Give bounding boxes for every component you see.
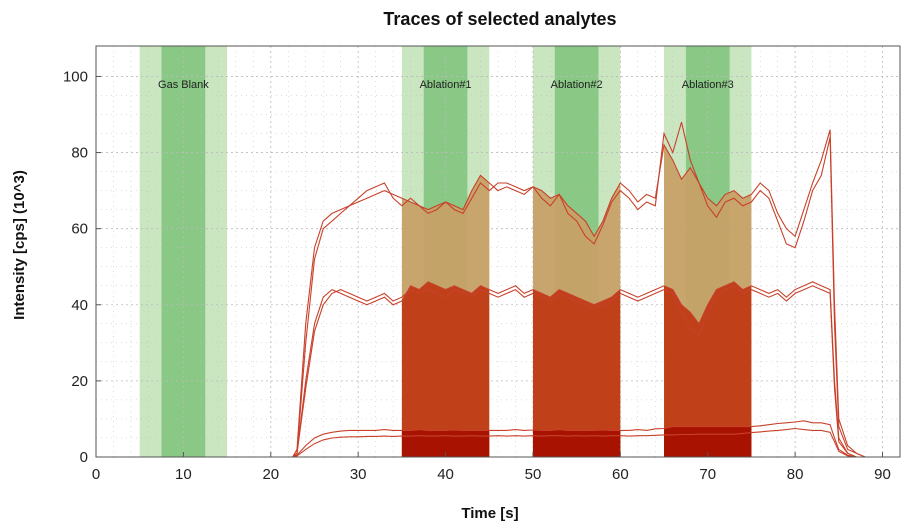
region-label-3: Ablation#3 <box>682 79 734 91</box>
x-tick-label: 40 <box>437 466 454 483</box>
x-axis-ticks: 0 10 20 30 40 50 60 70 80 90 <box>92 452 891 483</box>
y-tick-label: 20 <box>71 373 88 390</box>
x-tick-label: 0 <box>92 466 100 483</box>
y-axis-label: Intensity [cps] (10^3) <box>11 170 28 320</box>
x-tick-label: 90 <box>874 466 891 483</box>
fill-upper-2 <box>664 144 752 324</box>
x-tick-label: 70 <box>699 466 716 483</box>
series-line-1 <box>96 121 883 458</box>
series-line-5 <box>96 427 883 458</box>
fill-upper-1 <box>533 183 621 305</box>
y-tick-label: 80 <box>71 145 88 162</box>
y-tick-label: 100 <box>63 68 88 85</box>
fill-middle-1 <box>532 289 621 457</box>
series-line-3 <box>96 285 883 458</box>
series-line-0 <box>96 129 883 458</box>
series-line-4 <box>96 420 883 458</box>
x-tick-label: 50 <box>525 466 542 483</box>
x-tick-label: 30 <box>350 466 367 483</box>
x-tick-label: 10 <box>175 466 192 483</box>
x-tick-label: 20 <box>262 466 279 483</box>
region-label-0: Gas Blank <box>158 79 209 91</box>
x-axis-label: Time [s] <box>461 505 518 522</box>
region-label-1: Ablation#1 <box>420 79 472 91</box>
series-line-2 <box>96 281 883 458</box>
fill-lower-1 <box>532 429 621 457</box>
fill-middle-2 <box>664 281 752 457</box>
region-label-2: Ablation#2 <box>551 79 603 91</box>
region-labels: Gas Blank Ablation#1 Ablation#2 Ablation#3 <box>158 79 734 91</box>
fill-middle-0 <box>401 281 490 457</box>
y-tick-label: 60 <box>71 221 88 238</box>
y-tick-label: 40 <box>71 297 88 314</box>
ablation-fills <box>401 144 752 457</box>
chart-title: Traces of selected analytes <box>383 9 616 29</box>
x-tick-label: 80 <box>787 466 804 483</box>
plot-frame <box>95 45 901 458</box>
y-axis-ticks: 0 20 40 60 80 100 <box>63 68 101 466</box>
y-tick-label: 0 <box>80 449 88 466</box>
series-lines <box>96 121 883 458</box>
x-tick-label: 60 <box>612 466 629 483</box>
